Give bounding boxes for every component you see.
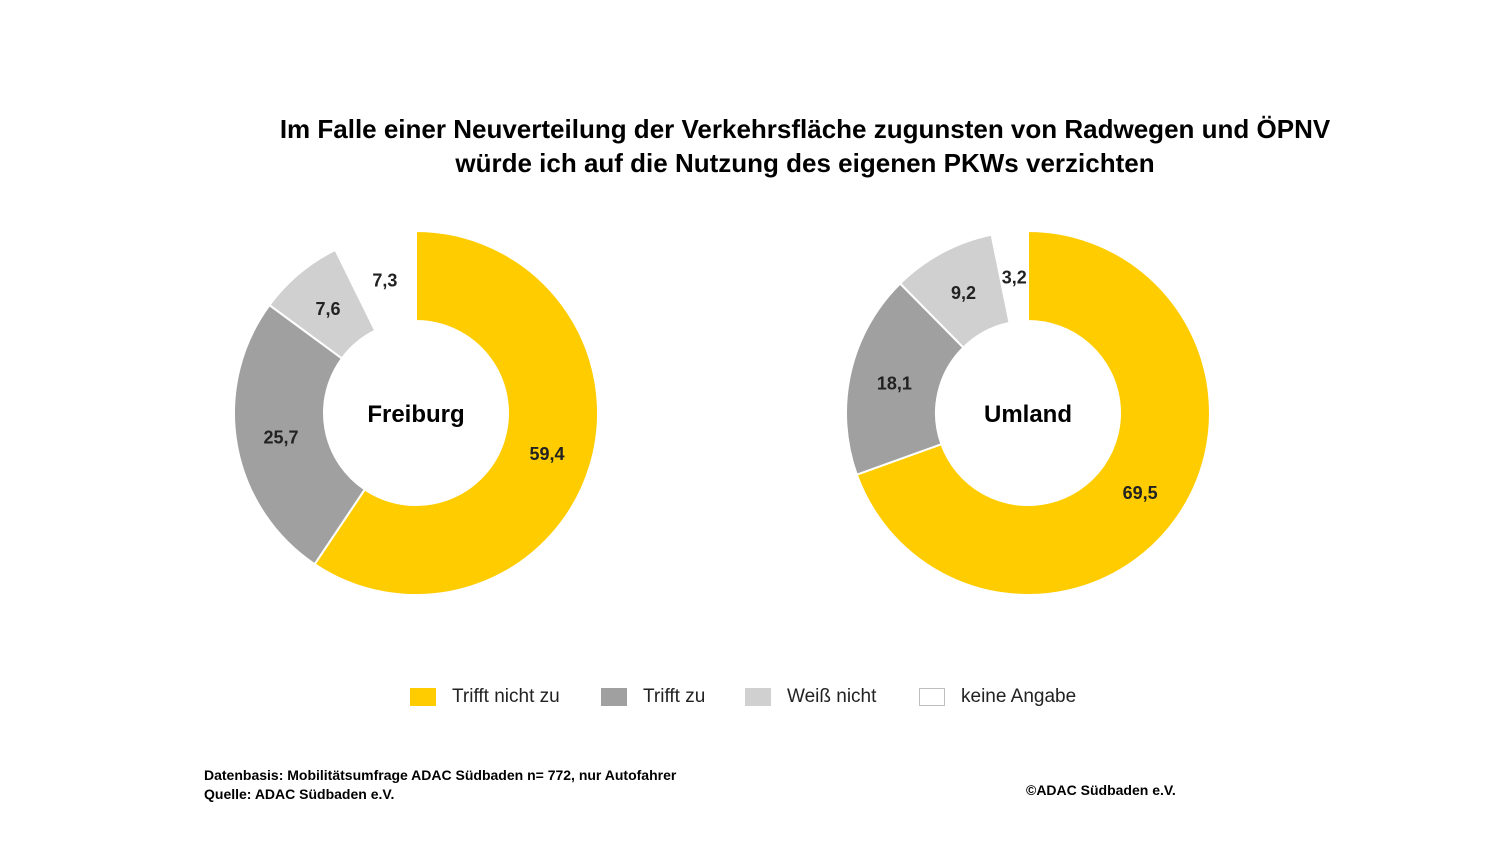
slice-keine-angabe [334, 229, 417, 332]
legend-label: Trifft nicht zu [452, 686, 560, 707]
legend-item-weiss-nicht: Weiß nicht [745, 686, 876, 708]
data-label-trifft-zu: 25,7 [264, 428, 299, 448]
legend-swatch [745, 688, 771, 706]
legend-label: Weiß nicht [787, 686, 877, 707]
center-label-freiburg: Freiburg [367, 401, 464, 428]
data-label-trifft-zu: 18,1 [877, 374, 912, 394]
chart-title-line-1: Im Falle einer Neuverteilung der Verkehr… [279, 114, 1331, 144]
slice-trifft-zu [845, 282, 965, 476]
legend: Trifft nicht zu Trifft zu Weiß nicht kei… [0, 686, 1500, 716]
data-label-trifft-nicht-zu: 69,5 [1123, 483, 1158, 503]
slice-trifft-nicht-zu [313, 229, 599, 596]
legend-label: Trifft zu [643, 686, 706, 707]
data-label-trifft-nicht-zu: 59,4 [530, 444, 565, 464]
footer-datenbasis: Datenbasis: Mobilitätsumfrage ADAC Südba… [204, 767, 677, 783]
footer-copyright: ©ADAC Südbaden e.V. [1026, 782, 1176, 798]
data-label-weiss-nicht: 7,6 [315, 299, 340, 319]
legend-item-keine-angabe: keine Angabe [919, 686, 1076, 708]
chart-title-line-2: würde ich auf die Nutzung des eigenen PK… [455, 148, 1155, 178]
footer-source: Datenbasis: Mobilitätsumfrage ADAC Südba… [204, 766, 676, 804]
legend-item-trifft-nicht-zu: Trifft nicht zu [410, 686, 560, 708]
legend-label: keine Angabe [961, 686, 1077, 707]
data-label-keine-angabe: 3,2 [1002, 268, 1027, 288]
donut-freiburg: 59,4 25,7 7,6 7,3 Freiburg [233, 229, 599, 596]
data-label-keine-angabe: 7,3 [372, 271, 397, 291]
legend-swatch [919, 688, 945, 706]
legend-swatch [410, 688, 436, 706]
legend-swatch [601, 688, 627, 706]
data-label-weiss-nicht: 9,2 [951, 283, 976, 303]
donut-umland: 69,5 18,1 9,2 3,2 Umland [845, 229, 1211, 596]
slice-trifft-nicht-zu [855, 229, 1211, 596]
legend-item-trifft-zu: Trifft zu [601, 686, 705, 708]
slice-trifft-zu [233, 303, 367, 566]
footer-quelle: Quelle: ADAC Südbaden e.V. [204, 786, 395, 802]
chart-title: Im Falle einer Neuverteilung der Verkehr… [0, 112, 1500, 180]
slice-keine-angabe [990, 229, 1029, 325]
center-label-umland: Umland [984, 401, 1072, 428]
